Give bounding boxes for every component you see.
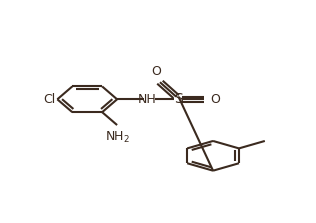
Text: NH: NH	[137, 93, 156, 106]
Text: O: O	[210, 93, 220, 106]
Text: O: O	[151, 65, 161, 78]
Text: NH$_2$: NH$_2$	[105, 130, 130, 145]
Text: S: S	[174, 92, 183, 106]
Text: Cl: Cl	[44, 93, 56, 106]
